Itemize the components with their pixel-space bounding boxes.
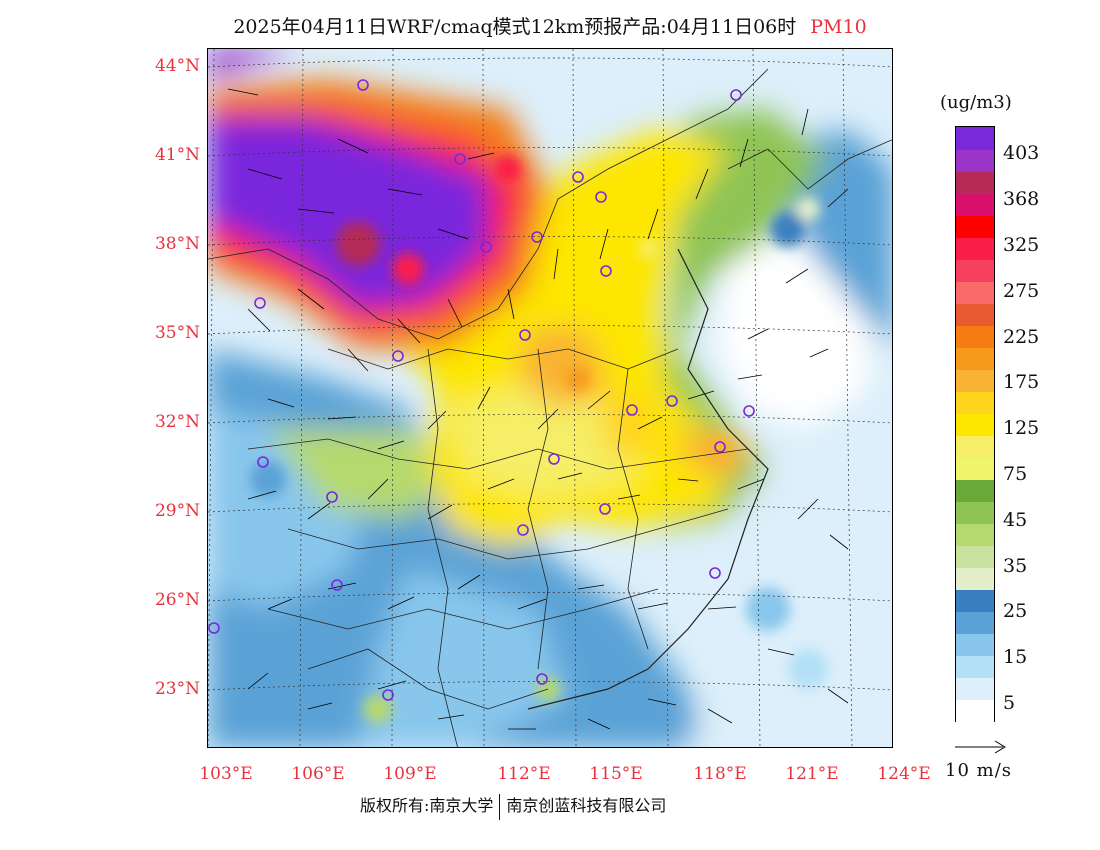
colorbar xyxy=(955,126,995,722)
colorbar-segment xyxy=(956,501,994,524)
colorbar-segment xyxy=(956,215,994,238)
colorbar-segment xyxy=(956,633,994,656)
lon-label: 109°E xyxy=(383,764,437,784)
lat-label: 26°N xyxy=(154,590,200,610)
colorbar-segment xyxy=(956,545,994,568)
colorbar-segment xyxy=(956,391,994,414)
lon-label: 121°E xyxy=(785,764,839,784)
lon-label: 103°E xyxy=(199,764,253,784)
colorbar-segment xyxy=(956,479,994,502)
colorbar-label: 403 xyxy=(1003,142,1040,165)
lon-label: 118°E xyxy=(693,764,747,784)
colorbar-segment xyxy=(956,523,994,546)
wind-reference-label: 10 m/s xyxy=(945,760,1012,781)
colorbar-segment xyxy=(956,655,994,678)
forecast-map xyxy=(207,48,893,748)
colorbar-label: 325 xyxy=(1003,234,1040,256)
colorbar-segment xyxy=(956,259,994,282)
colorbar-label: 5 xyxy=(1003,692,1016,714)
colorbar-label: 45 xyxy=(1003,508,1028,531)
colorbar-segment xyxy=(956,567,994,590)
lat-label: 23°N xyxy=(154,679,200,699)
title-text: 2025年04月11日WRF/cmaq模式12km预报产品:04月11日06时 xyxy=(233,16,797,38)
colorbar-label: 75 xyxy=(1003,463,1028,485)
lat-label: 41°N xyxy=(154,145,200,165)
copyright-left: 版权所有:南京大学 xyxy=(360,796,494,815)
lon-label: 115°E xyxy=(589,764,643,784)
colorbar-segment xyxy=(956,171,994,194)
colorbar-label: 275 xyxy=(1003,279,1040,302)
colorbar-label: 15 xyxy=(1003,646,1028,669)
colorbar-segment xyxy=(956,611,994,634)
colorbar-segment xyxy=(956,347,994,370)
colorbar-segment xyxy=(956,413,994,436)
colorbar-segment xyxy=(956,127,994,150)
colorbar-segment xyxy=(956,589,994,612)
province-boundaries xyxy=(208,68,892,747)
lon-label: 124°E xyxy=(877,764,931,784)
pollutant-label: PM10 xyxy=(810,16,867,38)
lat-label: 38°N xyxy=(154,234,200,254)
colorbar-segment xyxy=(956,677,994,700)
colorbar-segment xyxy=(956,325,994,348)
map-title: 2025年04月11日WRF/cmaq模式12km预报产品:04月11日06时 P… xyxy=(0,12,1100,39)
colorbar-segment xyxy=(956,369,994,392)
lat-label: 29°N xyxy=(154,501,200,521)
colorbar-label: 125 xyxy=(1003,417,1040,440)
colorbar-segment xyxy=(956,303,994,326)
colorbar-segment xyxy=(956,699,994,722)
colorbar-segment xyxy=(956,457,994,480)
lon-label: 112°E xyxy=(497,764,551,784)
colorbar-label: 368 xyxy=(1003,188,1040,211)
colorbar-segment xyxy=(956,435,994,458)
map-canvas xyxy=(208,49,892,747)
concentration-detail xyxy=(250,155,828,723)
copyright-right: 南京创蓝科技有限公司 xyxy=(506,796,667,815)
wind-reference-arrow xyxy=(955,740,1006,754)
colorbar-label: 175 xyxy=(1003,371,1040,394)
lon-label: 106°E xyxy=(291,764,345,784)
colorbar-unit: (ug/m3) xyxy=(940,92,1012,113)
lat-label: 35°N xyxy=(154,323,200,343)
colorbar-segment xyxy=(956,237,994,260)
colorbar-label: 25 xyxy=(1003,600,1028,623)
colorbar-segment xyxy=(956,149,994,172)
copyright-divider xyxy=(499,793,501,820)
colorbar-label: 35 xyxy=(1003,554,1028,577)
colorbar-label: 225 xyxy=(1003,325,1040,348)
station-markers xyxy=(208,79,755,701)
lat-label: 32°N xyxy=(154,412,200,432)
colorbar-segment xyxy=(956,281,994,304)
copyright: 版权所有:南京大学 南京创蓝科技有限公司 xyxy=(360,792,666,820)
colorbar-segment xyxy=(956,193,994,216)
lat-label: 44°N xyxy=(154,56,200,76)
wind-vectors xyxy=(227,88,849,730)
